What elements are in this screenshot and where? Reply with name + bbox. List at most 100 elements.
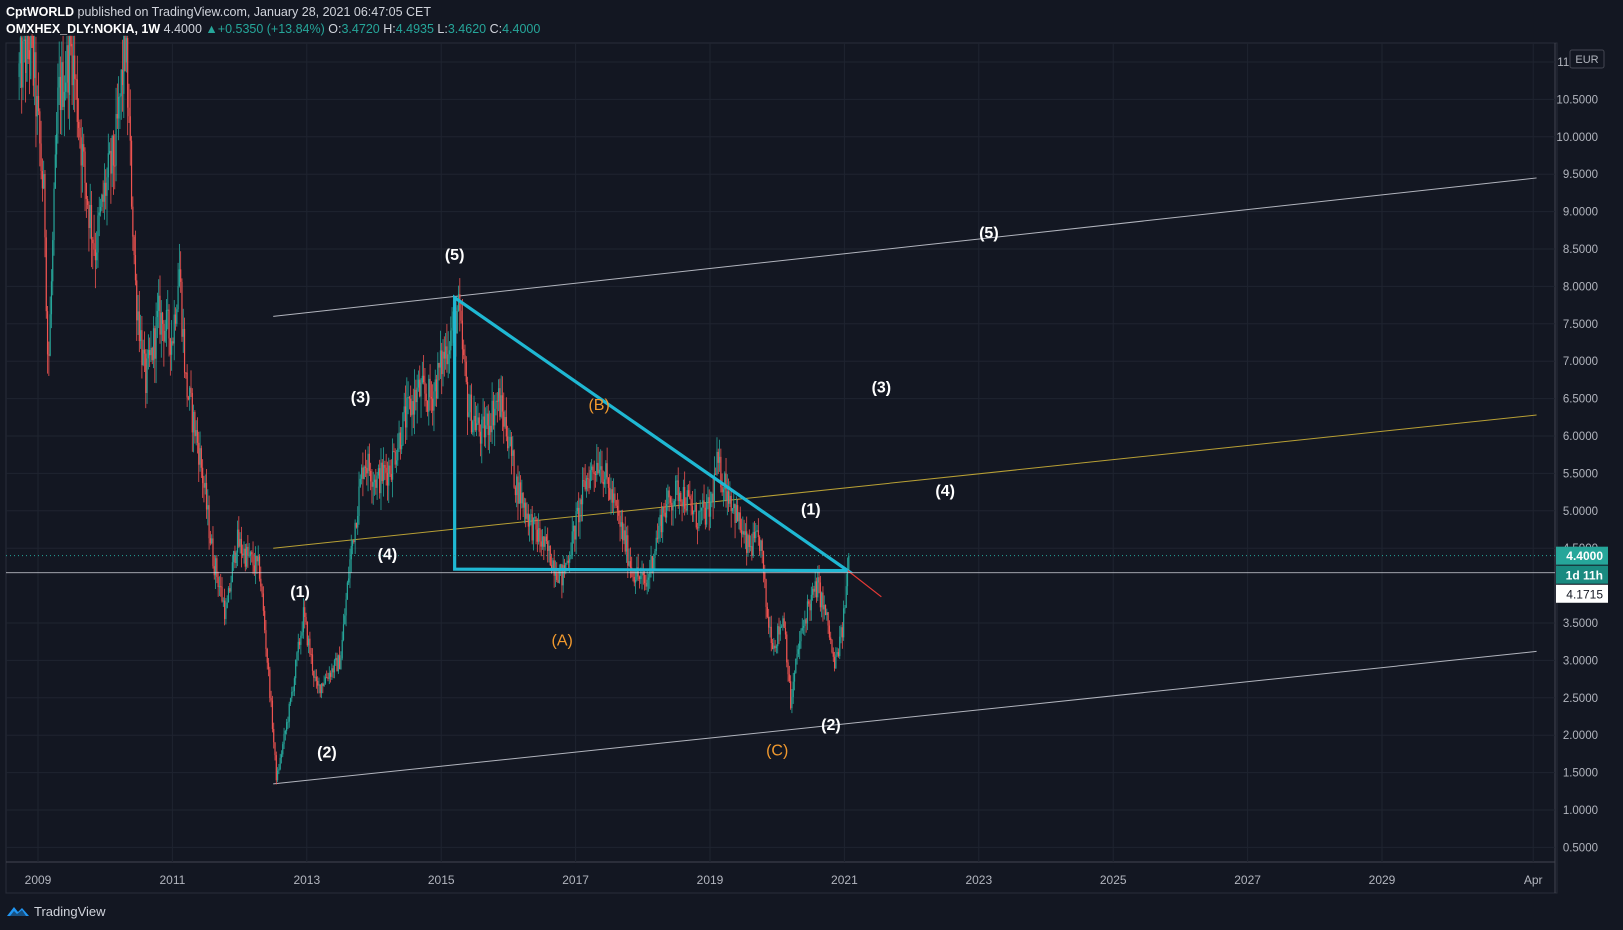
candle-body bbox=[749, 546, 752, 548]
candle-body bbox=[836, 652, 838, 655]
candle-body bbox=[58, 76, 60, 88]
red-extension-line[interactable] bbox=[847, 570, 882, 598]
candle-body bbox=[150, 347, 152, 356]
grid bbox=[6, 43, 1555, 862]
candle-body bbox=[289, 698, 292, 704]
wave-label[interactable]: (B) bbox=[588, 397, 609, 414]
wave-label[interactable]: (2) bbox=[317, 745, 337, 762]
candle-body bbox=[359, 478, 361, 487]
candle-body bbox=[333, 660, 336, 673]
price-axis[interactable]: 0.5000 1.0000 1.5000 2.0000 2.5000 3.0000 3.50… bbox=[1556, 57, 1598, 854]
candle-body bbox=[54, 154, 56, 189]
candle-body bbox=[764, 572, 766, 580]
candle-body bbox=[192, 412, 195, 433]
candle-body bbox=[637, 567, 639, 577]
symbol-label[interactable]: OMXHEX_DLY:NOKIA, 1W bbox=[6, 22, 161, 36]
candle-body bbox=[336, 657, 338, 672]
tradingview-logo-icon[interactable] bbox=[6, 904, 30, 918]
candle-body bbox=[128, 107, 130, 117]
candle-body bbox=[581, 480, 584, 505]
candle-body bbox=[629, 561, 631, 568]
candle-body bbox=[576, 507, 579, 512]
x-tick-label: 2027 bbox=[1234, 873, 1261, 887]
candle-body bbox=[806, 601, 809, 624]
wave-label[interactable]: (3) bbox=[351, 389, 371, 406]
candle-body bbox=[737, 505, 739, 522]
candle-body bbox=[288, 703, 290, 722]
wave-label[interactable]: (C) bbox=[766, 742, 788, 759]
candle-body bbox=[624, 530, 626, 552]
channel-lower-line[interactable] bbox=[273, 650, 1537, 785]
candle-body bbox=[368, 453, 370, 471]
candle-body bbox=[256, 555, 258, 562]
candle-body bbox=[508, 445, 510, 449]
candle-body bbox=[527, 513, 529, 527]
candle-body bbox=[706, 501, 708, 525]
channel-mid-line[interactable] bbox=[273, 414, 1537, 549]
candle-body bbox=[689, 496, 691, 499]
channel-upper-line[interactable] bbox=[273, 177, 1537, 317]
wave-label[interactable]: (A) bbox=[551, 632, 572, 649]
candle-body bbox=[257, 556, 259, 562]
candle-body bbox=[301, 632, 303, 636]
candle-body bbox=[146, 358, 148, 394]
wave-label[interactable]: (3) bbox=[872, 380, 892, 397]
candles bbox=[18, 34, 850, 785]
wave-label[interactable]: (4) bbox=[935, 483, 955, 500]
candle-body bbox=[761, 540, 763, 551]
candle-body bbox=[318, 684, 320, 686]
candle-body bbox=[211, 538, 213, 544]
time-axis[interactable]: 2009 2011 2013 2015 2017 2019 2021 2023 2025 2027… bbox=[25, 873, 1543, 887]
candle-body bbox=[101, 194, 103, 207]
wave-labels: (5) (3) (4) (1) (2) (B) (A) (C) (1) (2) (3) (4) (5) bbox=[290, 225, 998, 762]
candle-body bbox=[470, 394, 473, 433]
candle-body bbox=[575, 511, 577, 540]
candle-body bbox=[658, 525, 660, 539]
candle-body bbox=[435, 379, 438, 399]
candle-body bbox=[202, 467, 204, 484]
candle-body bbox=[377, 468, 379, 476]
candle-body bbox=[596, 462, 598, 476]
chart-header: CptWORLD published on TradingView.com, J… bbox=[6, 4, 1616, 37]
candle-body bbox=[300, 635, 302, 645]
candle-body bbox=[379, 468, 381, 494]
candle-body bbox=[640, 575, 642, 580]
candle-body bbox=[561, 564, 563, 586]
candle-body bbox=[92, 239, 94, 244]
candle-body bbox=[619, 515, 621, 527]
candle-body bbox=[138, 311, 140, 342]
candle-body bbox=[686, 490, 688, 511]
candle-body bbox=[53, 188, 55, 241]
crosshair-line bbox=[6, 555, 1555, 574]
wave-label[interactable]: (1) bbox=[801, 502, 821, 519]
candle-body bbox=[649, 572, 651, 578]
candle-body bbox=[771, 642, 774, 649]
candle-body bbox=[815, 581, 818, 598]
candle-body bbox=[174, 314, 177, 324]
currency-badge[interactable]: EUR bbox=[1569, 49, 1605, 69]
candle-body bbox=[167, 309, 169, 311]
wave-label[interactable]: (5) bbox=[979, 225, 999, 242]
candle-body bbox=[204, 482, 206, 488]
candle-body bbox=[392, 451, 394, 480]
candle-body bbox=[190, 387, 192, 393]
wave-label[interactable]: (4) bbox=[378, 546, 398, 563]
candle-body bbox=[523, 502, 526, 508]
candle-body bbox=[779, 627, 781, 635]
candle-body bbox=[495, 400, 497, 409]
author-name[interactable]: CptWORLD bbox=[6, 5, 75, 19]
candle-body bbox=[655, 537, 657, 552]
wave-label[interactable]: (1) bbox=[290, 584, 310, 601]
wave-label[interactable]: (5) bbox=[445, 247, 465, 264]
candle-body bbox=[24, 39, 27, 74]
candle-body bbox=[777, 626, 779, 647]
candle-body bbox=[145, 353, 147, 394]
candle-body bbox=[380, 462, 382, 494]
candle-body bbox=[169, 338, 171, 355]
triangle-outline[interactable] bbox=[453, 294, 853, 573]
candle-body bbox=[831, 640, 833, 653]
candle-body bbox=[357, 515, 359, 528]
tradingview-brand[interactable]: TradingView bbox=[34, 903, 106, 919]
wave-label[interactable]: (2) bbox=[821, 717, 841, 734]
